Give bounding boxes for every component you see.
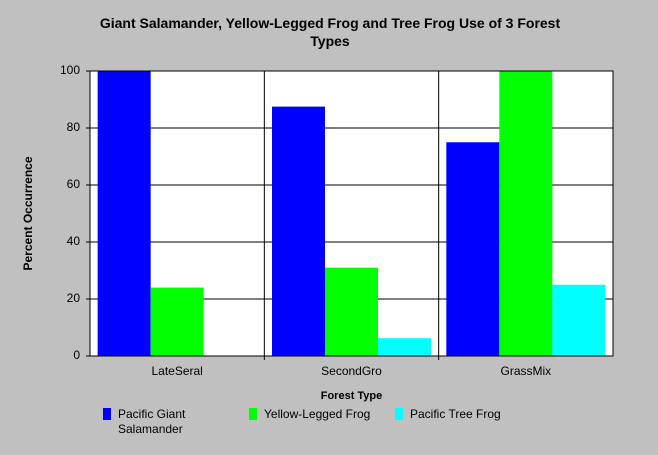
- y-tick-label: 40: [67, 234, 81, 248]
- legend-label: Pacific Giant Salamander: [118, 407, 186, 436]
- y-tick-label: 100: [60, 63, 80, 77]
- legend-label: Pacific Tree Frog: [410, 407, 501, 421]
- x-tick-label: SecondGro: [321, 364, 382, 378]
- x-axis-label: Forest Type: [321, 390, 383, 402]
- plot-border: [89, 70, 614, 357]
- y-axis-label: Percent Occurrence: [21, 156, 35, 270]
- bar: [378, 338, 431, 356]
- legend-swatch: [249, 408, 257, 420]
- x-tick-label: LateSeral: [151, 364, 202, 378]
- bar: [325, 267, 378, 356]
- bar: [272, 106, 325, 356]
- x-tick-label: GrassMix: [500, 364, 551, 378]
- bar: [150, 287, 204, 356]
- chart-title: Giant Salamander, Yellow-Legged Frog and…: [99, 15, 561, 49]
- bar: [97, 71, 151, 356]
- legend-swatch: [395, 408, 403, 420]
- bar: [446, 142, 500, 356]
- y-tick-label: 80: [67, 120, 81, 134]
- y-tick-label: 60: [67, 177, 81, 191]
- legend-swatch: [103, 408, 111, 420]
- y-tick-label: 20: [67, 291, 81, 305]
- bar: [552, 284, 606, 356]
- legend-label: Yellow-Legged Frog: [264, 407, 371, 421]
- bar: [499, 71, 553, 356]
- y-tick-label: 0: [73, 348, 80, 362]
